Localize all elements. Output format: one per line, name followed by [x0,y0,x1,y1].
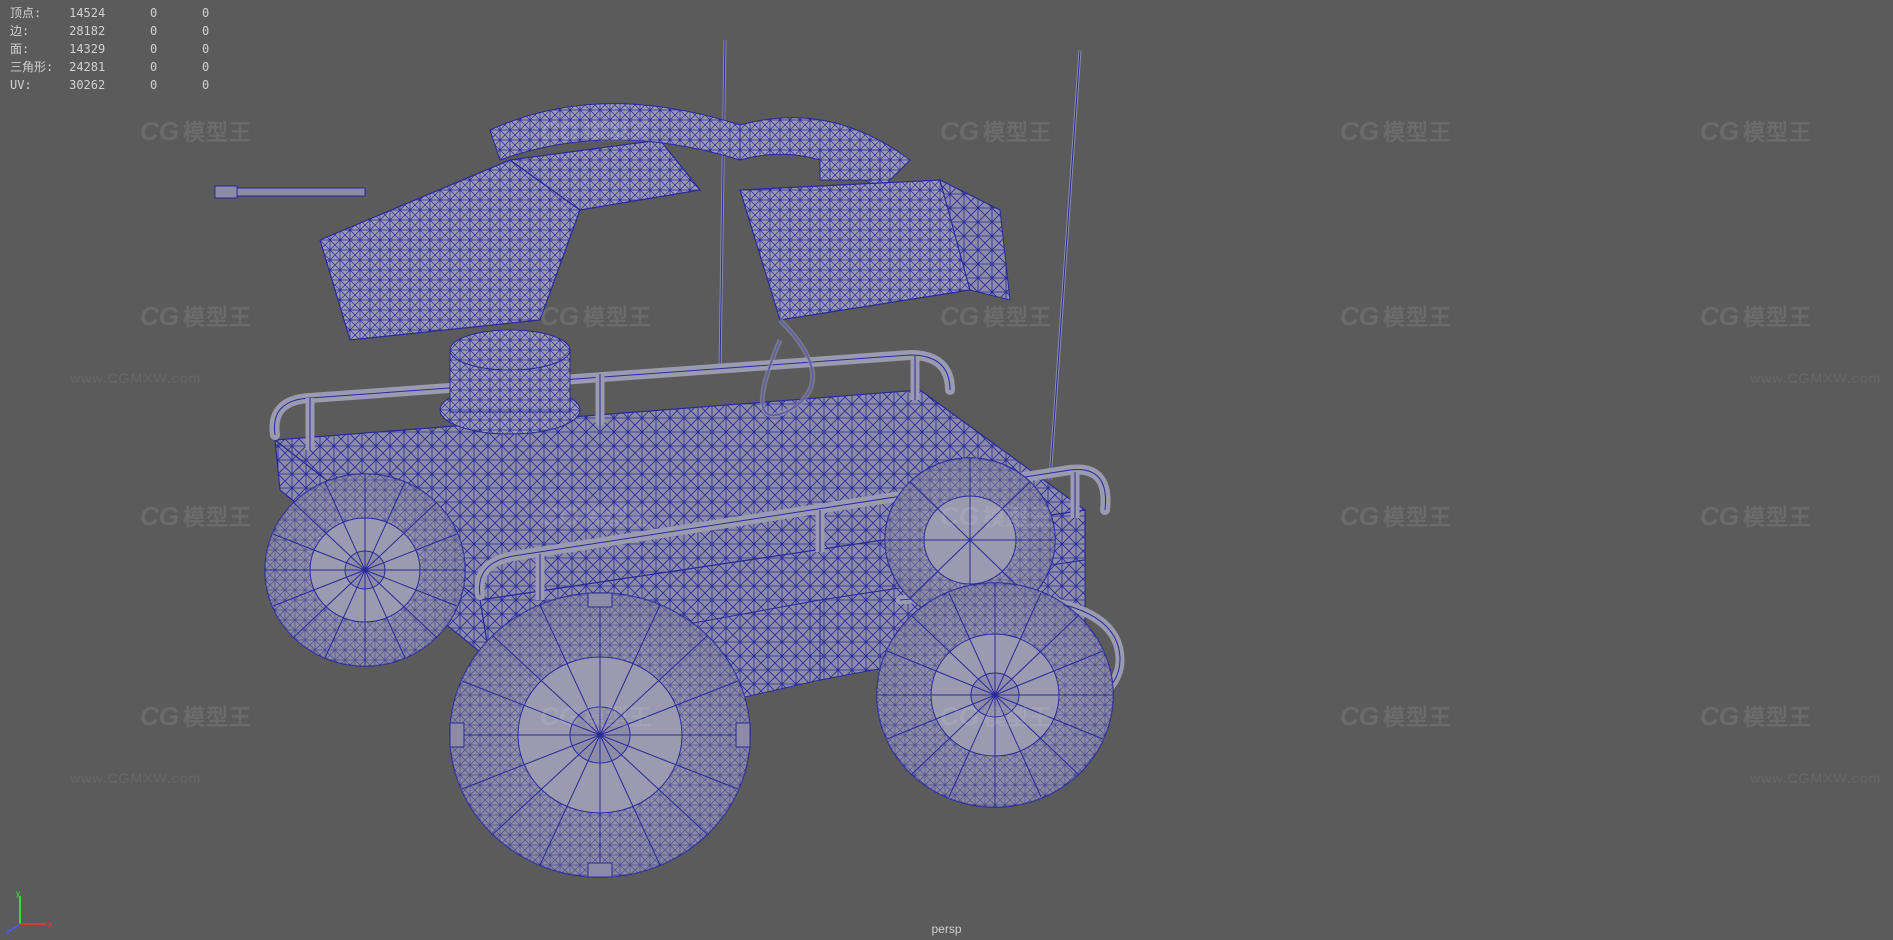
viewport-3d[interactable]: 顶点:1452400边:2818200面:1432900三角形:2428100U… [0,0,1893,940]
stats-val: 0 [111,4,163,22]
watermark-brand: CG模型王 [1700,115,1812,147]
stats-val: 0 [111,22,163,40]
stats-val: 24281 [59,58,111,76]
watermark-url: www.CGMXW.com [1750,770,1881,786]
stats-label: 三角形: [10,58,59,76]
stats-label: 顶点: [10,4,59,22]
watermark-brand: CG模型王 [1700,700,1812,732]
watermark-brand: CG模型王 [1340,700,1452,732]
camera-name-label: persp [931,922,961,936]
view-axis-gizmo[interactable]: x y z [6,888,52,934]
stats-row: 顶点:1452400 [10,4,215,22]
watermark-brand: CG模型王 [1340,300,1452,332]
stats-val: 14329 [59,40,111,58]
stats-val: 0 [163,58,215,76]
watermark-brand: CG模型王 [1700,300,1812,332]
stats-val: 28182 [59,22,111,40]
watermark-brand: CG模型王 [1700,500,1812,532]
stats-val: 0 [163,4,215,22]
watermark-brand: CG模型王 [1340,500,1452,532]
poly-stats-table: 顶点:1452400边:2818200面:1432900三角形:2428100U… [10,4,215,94]
stats-label: UV: [10,76,59,94]
model-svg [180,40,1180,880]
stats-val: 0 [111,58,163,76]
poly-stats-hud: 顶点:1452400边:2818200面:1432900三角形:2428100U… [10,4,215,94]
stats-val: 0 [111,76,163,94]
stats-row: 边:2818200 [10,22,215,40]
stats-val: 0 [163,22,215,40]
stats-row: UV:3026200 [10,76,215,94]
stats-row: 面:1432900 [10,40,215,58]
stats-val: 0 [163,76,215,94]
stats-val: 0 [111,40,163,58]
stats-label: 边: [10,22,59,40]
watermark-url: www.CGMXW.com [1750,370,1881,386]
svg-text:y: y [16,889,20,898]
model-wireframe-render[interactable] [180,40,1180,880]
axis-gizmo-svg: x y z [6,888,52,934]
stats-row: 三角形:2428100 [10,58,215,76]
stats-val: 30262 [59,76,111,94]
stats-val: 14524 [59,4,111,22]
stats-val: 0 [163,40,215,58]
svg-text:z: z [6,927,10,934]
watermark-brand: CG模型王 [1340,115,1452,147]
stats-label: 面: [10,40,59,58]
svg-text:x: x [48,920,52,929]
